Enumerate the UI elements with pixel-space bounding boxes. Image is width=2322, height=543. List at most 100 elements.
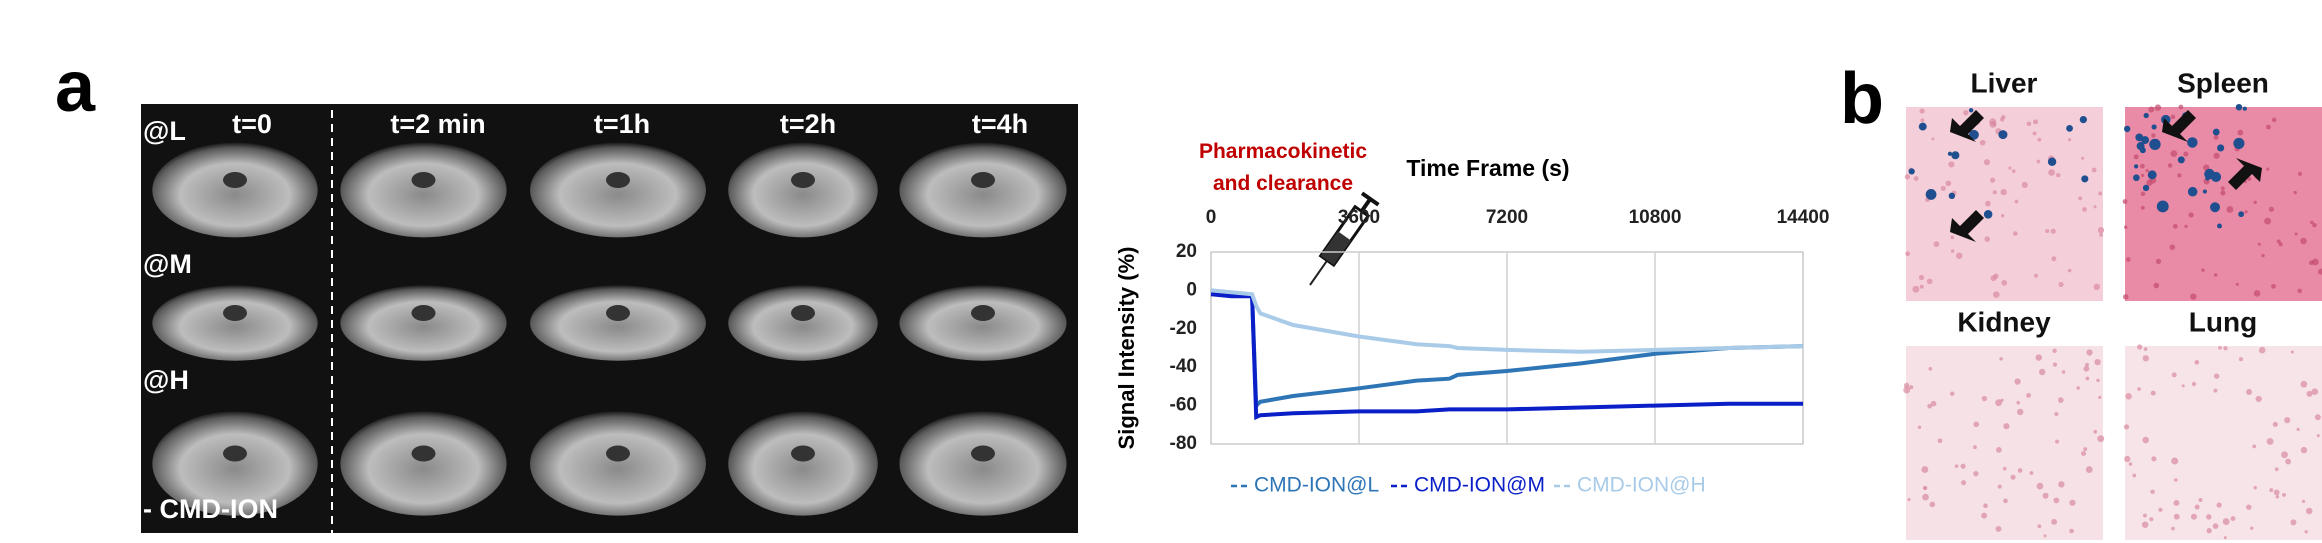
tissue-title: Spleen	[2177, 67, 2269, 98]
cell	[2285, 458, 2292, 465]
cell	[2246, 504, 2252, 510]
iron-stain	[2217, 223, 2222, 229]
cell	[2037, 137, 2042, 142]
cell	[2016, 400, 2021, 405]
cell	[2290, 350, 2294, 354]
cell	[2305, 507, 2313, 515]
cell	[2036, 159, 2041, 164]
cell	[2191, 381, 2197, 387]
ventricle	[791, 445, 815, 462]
cell	[2122, 294, 2129, 300]
cell	[2220, 186, 2225, 191]
cell	[1981, 395, 1988, 402]
cell	[2255, 395, 2262, 403]
iron-stain	[2212, 128, 2220, 136]
cell	[2124, 225, 2128, 229]
iron-stain	[1947, 151, 1953, 156]
cell	[2158, 507, 2163, 512]
ventricle	[223, 305, 247, 321]
cell	[2151, 456, 2157, 462]
cell	[1956, 252, 1963, 259]
time-label: t=1h	[594, 109, 650, 139]
cell	[2145, 168, 2149, 173]
cell	[2094, 358, 2101, 366]
ventricle	[971, 445, 995, 462]
mri-grid	[152, 142, 1067, 516]
cell	[2067, 268, 2072, 273]
time-label: t=2 min	[390, 109, 485, 139]
cell	[2316, 434, 2320, 438]
cell	[2216, 502, 2222, 508]
cell	[2058, 281, 2064, 288]
cell	[2181, 384, 2185, 388]
cell	[2213, 373, 2220, 379]
y-tick-label: 20	[1176, 241, 1197, 262]
row-label: @M	[143, 249, 192, 279]
cell	[2055, 439, 2060, 444]
series-line	[1210, 292, 1803, 421]
mri-slice	[530, 142, 706, 238]
cell	[2085, 466, 2093, 474]
cell	[2061, 370, 2066, 374]
iron-stain	[2149, 138, 2161, 151]
tissue-title: Liver	[1971, 67, 2038, 98]
cell	[2098, 191, 2103, 196]
iron-stain	[2205, 176, 2210, 181]
cell	[2237, 129, 2244, 136]
cell	[2213, 273, 2218, 277]
iron-stain	[2047, 157, 2057, 166]
row-label: @L	[143, 116, 186, 146]
cell	[1931, 137, 1935, 141]
cell	[2136, 344, 2143, 350]
cell	[2264, 217, 2272, 225]
cell	[2142, 436, 2149, 444]
cell	[1912, 285, 1920, 293]
cell	[2183, 151, 2189, 157]
iron-stain	[2081, 175, 2089, 183]
iron-stain	[2238, 211, 2245, 218]
cell	[2125, 257, 2131, 262]
cell	[2188, 212, 2194, 218]
cell	[2011, 169, 2016, 173]
cell	[2253, 290, 2261, 297]
cell	[2300, 446, 2308, 454]
cell	[2085, 362, 2089, 367]
cell	[2149, 517, 2154, 522]
legend-label: CMD-ION@M	[1414, 474, 1545, 497]
legend-label: CMD-ION@H	[1577, 474, 1706, 497]
iron-stain	[1918, 122, 1927, 131]
x-tick-label: 10800	[1629, 207, 1682, 228]
iron-stain	[2217, 144, 2225, 152]
mri-slice	[152, 411, 318, 516]
cell	[1921, 466, 1929, 474]
cell	[1926, 278, 1933, 285]
cell	[2266, 124, 2271, 130]
cell	[2223, 346, 2228, 351]
cell	[2003, 498, 2008, 504]
cell	[2051, 518, 2058, 525]
cell	[2001, 279, 2008, 286]
iron-stain	[1968, 108, 1974, 113]
cell	[1993, 291, 2000, 298]
cell	[2170, 114, 2176, 120]
ventricle	[411, 445, 436, 462]
cell	[2293, 190, 2297, 195]
iron-stain	[2156, 200, 2169, 213]
cell	[2010, 474, 2016, 480]
cell	[2155, 258, 2162, 265]
time-label: t=0	[232, 109, 272, 139]
y-tick-label: 0	[1186, 279, 1197, 300]
cell	[2069, 499, 2076, 506]
cell	[2033, 119, 2039, 125]
cell	[2290, 519, 2297, 526]
cell	[2124, 455, 2131, 463]
cell	[2069, 528, 2074, 534]
cell	[2043, 534, 2047, 538]
cell	[2153, 282, 2160, 289]
arrow-icon	[1950, 110, 1984, 142]
iron-stain	[2124, 125, 2131, 133]
y-tick-label: -60	[1170, 395, 1197, 416]
cell	[1981, 512, 1988, 519]
cell	[2091, 167, 2097, 173]
